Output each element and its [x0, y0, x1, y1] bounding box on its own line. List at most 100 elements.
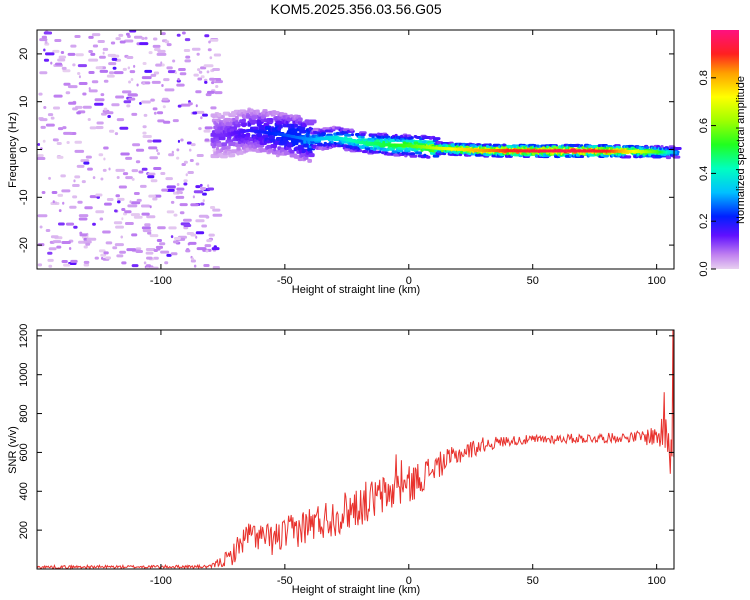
spectrogram-cell: [308, 153, 315, 158]
spectrogram-cell: [293, 141, 299, 146]
spectrogram-cell: [142, 82, 146, 86]
spectrogram-cell: [140, 204, 151, 208]
snr-panel: -100 -50 0 50 100 200 400 600 800 1000 1200 Heigh…: [7, 324, 675, 596]
spectrogram-cell: [100, 253, 107, 257]
spectrogram-cell: [92, 44, 99, 48]
spectrogram-cell: [115, 37, 121, 41]
spectrogram-cell: [120, 152, 130, 156]
spectrogram-cell: [250, 119, 258, 124]
spectrogram-cell: [149, 234, 159, 238]
spectrogram-cell: [136, 198, 142, 202]
spectrogram-cell: [185, 249, 191, 253]
spectrogram-cell: [344, 133, 352, 137]
spectrogram-cell: [67, 85, 78, 89]
spectrogram-cell: [74, 140, 83, 144]
spectrogram-cell: [581, 146, 585, 150]
spectrogram-cell: [83, 263, 90, 267]
spectrogram-cell: [198, 214, 209, 218]
spectrogram-cell: [141, 76, 152, 80]
spectrogram-cell: [87, 117, 91, 121]
spectrogram-cell: [133, 191, 140, 195]
spectrogram-cell: [148, 51, 153, 55]
spectrogram-cell: [160, 61, 163, 65]
spectrogram-cell: [150, 98, 155, 102]
spectrogram-cell: [37, 156, 46, 160]
spectrogram-cell: [371, 135, 375, 139]
spectrogram-cell: [107, 53, 117, 57]
spectrogram-cell: [65, 91, 71, 95]
spectrogram-cell: [183, 179, 188, 183]
spectrogram-cell: [153, 248, 159, 252]
colorbar-tick-label: 0.0: [698, 261, 710, 276]
spectrogram-cell: [125, 156, 133, 160]
spectrogram-cell: [39, 38, 48, 42]
spectrogram-cell: [164, 88, 175, 92]
spectrogram-cell: [62, 69, 71, 73]
spectrogram-cell: [192, 195, 195, 199]
spectrogram-cell: [112, 246, 118, 250]
spectrogram-cell: [118, 185, 127, 189]
spectrogram-cell: [153, 256, 159, 260]
spectrogram-cell: [176, 156, 180, 160]
spectrogram-cell: [80, 159, 90, 163]
spectrogram-cell: [179, 211, 185, 215]
spectrogram-cell: [198, 127, 202, 131]
spectrogram-cell: [363, 149, 367, 153]
spectrogram-cell: [152, 139, 162, 143]
spectrogram-cell: [197, 68, 201, 72]
spectrogram-cell: [187, 171, 194, 175]
spectrogram-cell: [207, 48, 212, 52]
spectrogram-cell: [241, 123, 247, 128]
spectrogram-cell: [215, 146, 220, 151]
spectrogram-cell: [142, 229, 152, 233]
spectrogram-cell: [50, 61, 53, 65]
spectrogram-cell: [156, 148, 159, 152]
spectrogram-cell: [118, 33, 124, 37]
spectrogram-cell: [57, 222, 65, 226]
spectrogram-cell: [312, 145, 317, 149]
spectrogram-cell: [132, 143, 141, 147]
spectrogram-cell: [419, 137, 423, 141]
spectrogram-cell: [56, 141, 62, 145]
spectrogram-cell: [209, 77, 215, 81]
spectrogram-cell: [176, 187, 185, 191]
snr-x-label: Height of straight line (km): [292, 584, 420, 596]
spectrogram-y-tick-label: 0: [18, 146, 30, 152]
spectrogram-cell: [391, 150, 398, 154]
spectrogram-cell: [195, 235, 198, 239]
snr-y-tick-label: 200: [18, 521, 30, 539]
spectrogram-cell: [144, 223, 151, 227]
spectrogram-cell: [72, 63, 76, 67]
spectrogram-cell: [153, 194, 162, 198]
spectrogram-cell: [73, 225, 78, 229]
spectrogram-cell: [143, 113, 148, 117]
spectrogram-cell: [83, 161, 90, 165]
spectrogram-cell: [252, 126, 259, 131]
spectrogram-y-tick-label: -20: [18, 237, 30, 253]
spectrogram-cell: [476, 143, 481, 147]
spectrogram-cell: [141, 212, 150, 216]
spectrogram-cell: [183, 223, 192, 227]
spectrogram-cell: [390, 147, 395, 151]
spectrogram-cell: [121, 261, 127, 265]
spectrogram-cell: [86, 237, 97, 241]
spectrogram-cell: [44, 40, 48, 44]
spectrogram-cell: [341, 131, 349, 135]
spectrogram-cell: [72, 195, 78, 199]
spectrogram-cell: [133, 35, 143, 39]
spectrogram-cell: [114, 132, 119, 136]
spectrogram-cell: [299, 129, 307, 134]
spectrogram-cell: [125, 176, 133, 180]
spectrogram-cell: [184, 59, 191, 63]
spectrogram-cell: [195, 90, 202, 94]
spectrogram-cell: [88, 35, 94, 39]
spectrogram-cell: [78, 214, 89, 218]
spectrogram-cell: [37, 143, 41, 147]
spectrogram-cell: [173, 237, 181, 241]
spectrogram-cell: [167, 70, 176, 74]
spectrogram-cell: [40, 125, 46, 129]
spectrogram-cell: [63, 82, 71, 86]
spectrogram-cell: [111, 57, 118, 61]
spectrogram-cell: [196, 247, 207, 251]
spectrogram-cell: [159, 242, 166, 246]
